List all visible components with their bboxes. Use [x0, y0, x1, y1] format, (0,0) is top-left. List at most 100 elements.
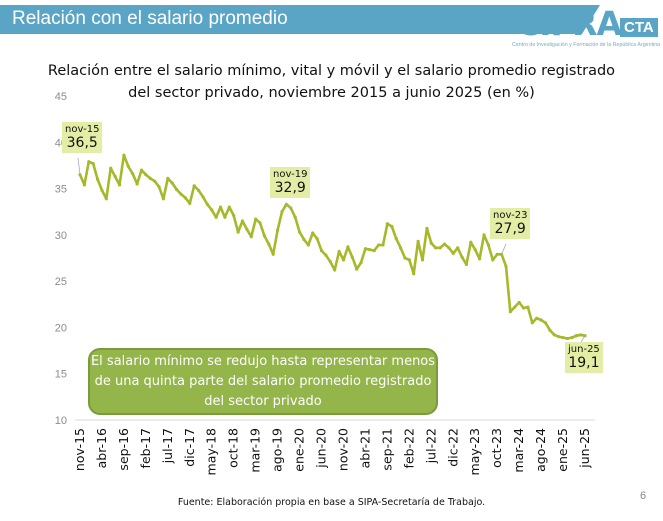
chart-title-line-1: Relación entre el salario mínimo, vital …	[47, 63, 616, 79]
data-point	[179, 192, 183, 196]
data-point	[170, 181, 174, 185]
annotation-leader	[77, 157, 81, 175]
data-point	[398, 246, 403, 250]
annotation-leader	[580, 335, 586, 343]
data-point	[552, 333, 556, 337]
data-point	[381, 243, 385, 247]
data-point	[438, 246, 442, 250]
data-point	[416, 239, 420, 243]
annotation-value: 32,9	[274, 180, 306, 196]
data-point	[548, 328, 552, 332]
callout-box: El salario mínimo se redujo hasta repres…	[88, 348, 438, 415]
data-point	[122, 153, 126, 157]
data-point	[267, 242, 271, 246]
data-point	[188, 201, 192, 205]
data-point	[521, 306, 526, 310]
data-point	[469, 240, 473, 244]
data-point	[258, 221, 262, 225]
cifra-logo: CIFRA CTA Centro de Investigación y Form…	[508, 4, 663, 54]
data-point	[420, 258, 425, 262]
logo-main: CIFRA	[516, 4, 622, 43]
annotation-date: nov-19	[273, 169, 308, 180]
y-tick-label: 20	[55, 322, 67, 334]
data-point	[262, 234, 267, 238]
data-point	[91, 161, 95, 166]
data-point	[324, 253, 328, 257]
data-point	[166, 176, 170, 180]
chart-title-line-2: del sector privado, noviembre 2015 a jun…	[128, 85, 535, 101]
annotation-leader	[285, 202, 292, 209]
source-note: Fuente: Elaboración propia en base a SIP…	[177, 497, 486, 508]
data-point	[328, 260, 332, 264]
data-point	[144, 173, 148, 177]
annotation-leader	[501, 243, 507, 255]
data-point	[486, 243, 490, 247]
y-tick-label: 35	[55, 184, 67, 196]
data-point	[508, 310, 512, 314]
data-point	[565, 336, 570, 341]
data-point	[473, 248, 477, 252]
data-point	[543, 321, 548, 325]
data-point	[517, 300, 521, 305]
data-point	[442, 242, 447, 246]
data-point	[157, 185, 161, 189]
data-point	[293, 215, 297, 219]
x-tick-label: ene-20	[292, 428, 307, 472]
logo-suffix: CTA	[620, 18, 658, 37]
data-point	[183, 196, 187, 200]
data-point	[175, 187, 179, 192]
data-point	[306, 243, 310, 247]
data-point	[100, 188, 104, 193]
x-tick-label: nov-20	[335, 428, 350, 471]
annotation-nov-19: nov-19 32,9	[270, 167, 311, 198]
x-tick-label: sep-16	[116, 428, 131, 471]
data-point	[104, 197, 108, 201]
annotation-date: nov-23	[493, 210, 528, 221]
annotation-nov-15: nov-15 36,5	[62, 122, 103, 153]
annotation-date: nov-15	[65, 124, 100, 135]
x-tick-label: sep-21	[379, 428, 394, 471]
data-point	[240, 219, 245, 223]
annotation-jun-25: jun-25 19,1	[565, 342, 603, 373]
data-point	[227, 205, 231, 209]
x-tick-label: may-18	[204, 428, 219, 475]
data-point	[271, 252, 275, 256]
data-point	[434, 246, 438, 250]
x-tick-label: ago-24	[533, 428, 548, 472]
data-point	[464, 262, 469, 267]
data-point	[302, 237, 306, 242]
data-point	[535, 316, 539, 320]
data-point	[236, 230, 240, 234]
data-point	[539, 318, 543, 322]
data-point	[297, 230, 302, 234]
data-point	[579, 333, 583, 337]
x-tick-label: nov-15	[72, 428, 87, 471]
data-point	[447, 246, 451, 250]
data-point	[530, 321, 534, 325]
header-band	[0, 5, 600, 34]
data-point	[196, 188, 201, 193]
data-point	[341, 258, 346, 262]
data-point	[429, 241, 433, 245]
data-point	[214, 215, 218, 219]
data-point	[363, 247, 368, 251]
data-point	[95, 177, 100, 181]
data-point	[192, 184, 196, 188]
data-point	[126, 164, 130, 168]
x-tick-label: feb-22	[401, 428, 416, 468]
data-point	[346, 245, 350, 249]
data-point	[355, 267, 359, 271]
data-point	[350, 255, 354, 259]
data-point	[311, 231, 315, 235]
data-point	[337, 249, 341, 254]
data-point	[407, 258, 411, 262]
data-point	[254, 217, 258, 221]
data-point	[249, 235, 253, 239]
data-point	[315, 236, 319, 241]
data-point	[456, 246, 460, 250]
data-point	[201, 195, 205, 199]
x-tick-label: feb-17	[138, 428, 153, 468]
data-point	[153, 179, 157, 183]
data-point	[223, 215, 227, 219]
